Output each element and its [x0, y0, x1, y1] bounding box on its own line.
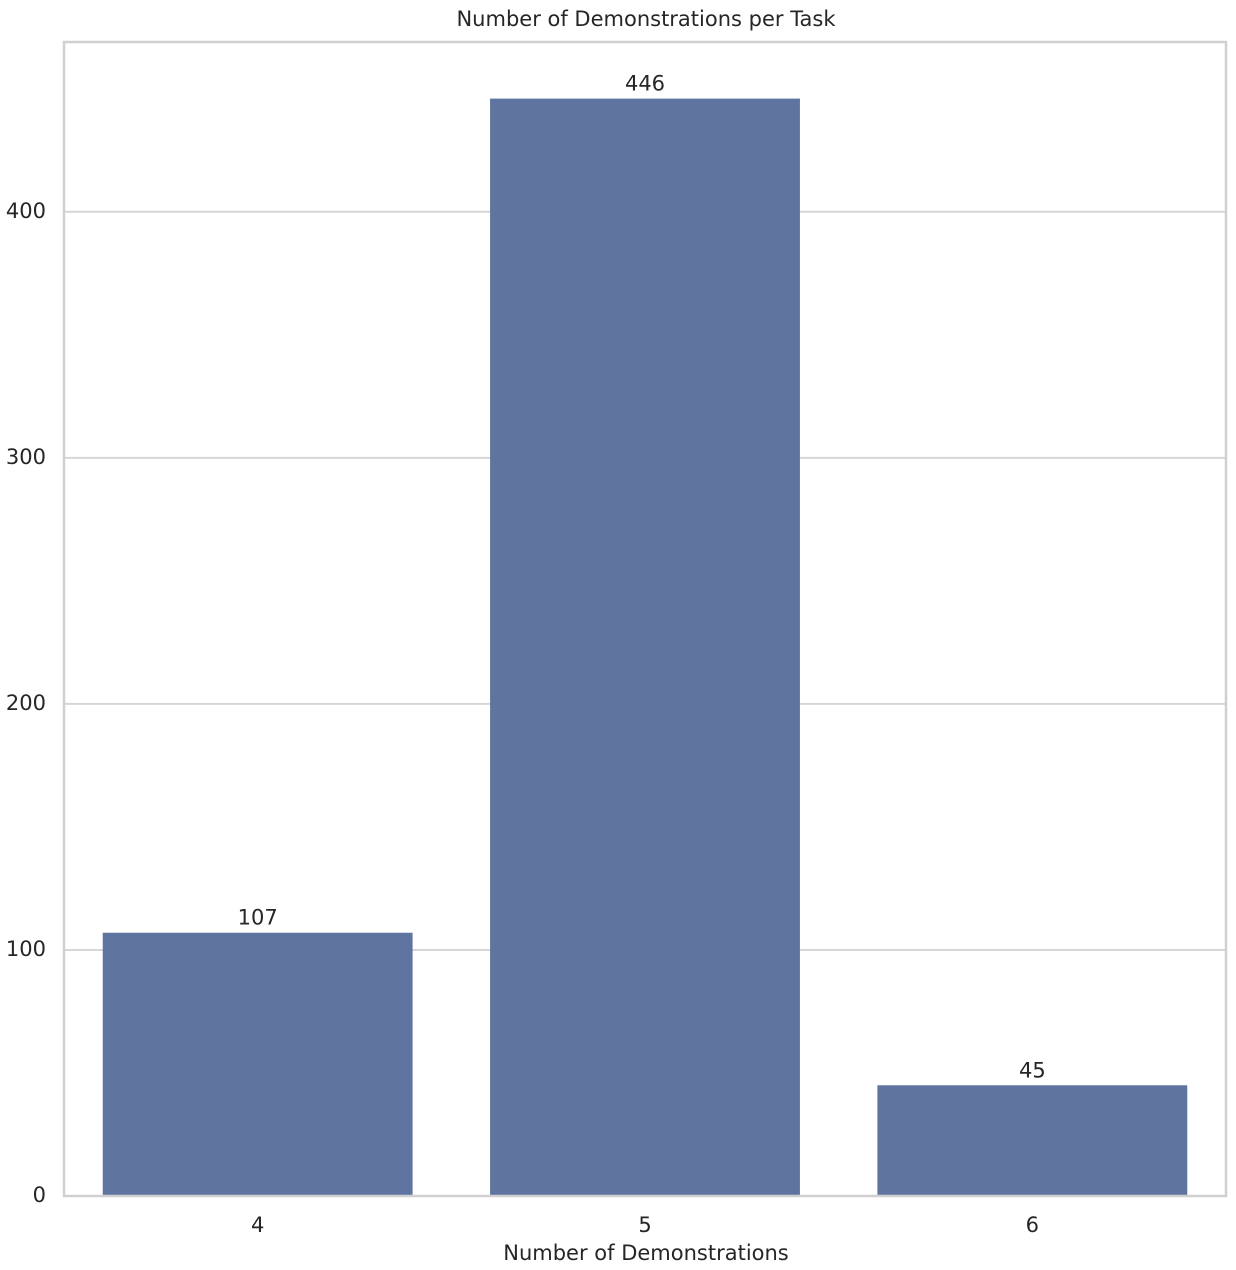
- bar: [877, 1085, 1188, 1196]
- data-label: 107: [238, 906, 278, 930]
- y-tick-label: 400: [6, 199, 46, 223]
- y-tick-label: 0: [33, 1183, 46, 1207]
- x-tick-label: 5: [638, 1213, 651, 1237]
- bar: [490, 98, 800, 1196]
- bar: [102, 932, 413, 1196]
- y-tick-label: 300: [6, 445, 46, 469]
- x-tick-label: 6: [1026, 1213, 1039, 1237]
- x-tick-label: 4: [251, 1213, 264, 1237]
- plot-frame: [62, 40, 1228, 1198]
- y-tick-label: 100: [6, 937, 46, 961]
- x-axis-label: Number of Demonstrations: [503, 1241, 789, 1265]
- data-label: 45: [1019, 1058, 1046, 1082]
- data-label: 446: [625, 72, 665, 96]
- chart-title: Number of Demonstrations per Task: [456, 7, 836, 31]
- y-tick-label: 200: [6, 691, 46, 715]
